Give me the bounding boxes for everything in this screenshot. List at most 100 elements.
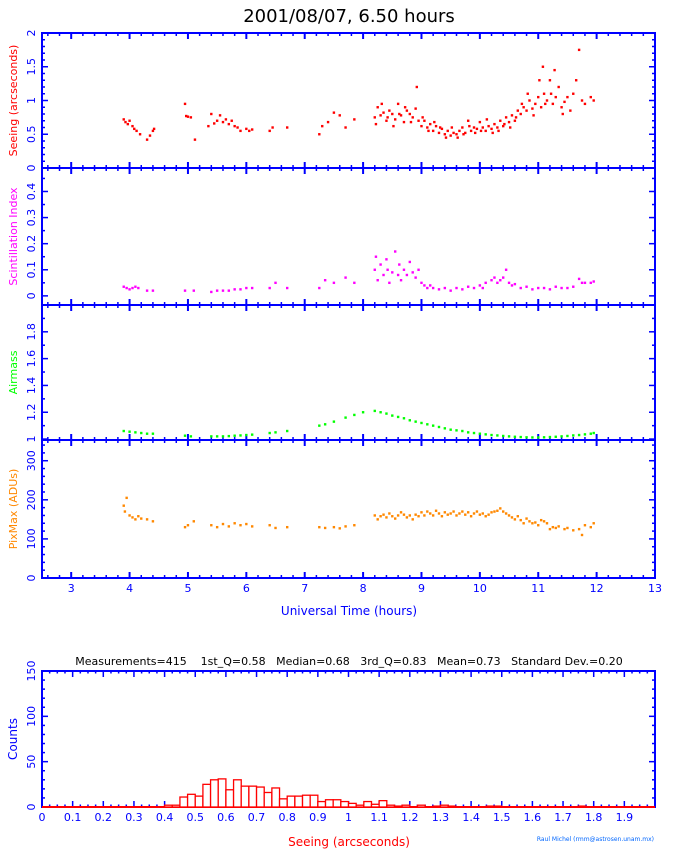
seeing-point: [490, 127, 493, 131]
pixmax-point: [507, 514, 511, 517]
scintillation-point: [382, 273, 385, 277]
scintillation-point: [496, 281, 499, 285]
scintillation-panel: 0 0.1 0.2 0.3 0.4 Scintillation Index: [7, 167, 656, 306]
scintillation-point: [353, 281, 356, 285]
seeing-point: [427, 129, 430, 133]
airmass-point: [274, 431, 277, 434]
pixmax-point: [528, 520, 531, 523]
histogram-bar: [301, 794, 311, 808]
seeing-point: [516, 109, 520, 112]
scintillation-point: [215, 289, 219, 292]
airmass-point: [210, 435, 213, 438]
x-tick-label: 0.1: [64, 811, 82, 824]
x-tick-label: 1.5: [493, 811, 511, 824]
scintillation-point: [554, 285, 557, 288]
scintillation-point: [192, 289, 195, 292]
y-tick-label: 100: [25, 706, 38, 727]
seeing-point: [583, 102, 587, 106]
seeing-point: [193, 138, 197, 141]
scintillation-point: [504, 268, 508, 271]
pixmax-point: [423, 514, 426, 517]
seeing-point: [484, 129, 487, 133]
airmass-point: [507, 435, 511, 438]
pixmax-point: [122, 504, 125, 507]
seeing-point: [551, 102, 555, 106]
pixmax-point: [123, 510, 127, 513]
x-tick-label: 0.8: [278, 811, 296, 824]
x-tick-label: 0.4: [156, 811, 174, 824]
airmass-point: [183, 434, 187, 437]
seeing-point: [526, 92, 529, 95]
y-tick-label: 0: [25, 575, 38, 582]
seeing-point: [321, 124, 324, 128]
histogram-bar: [317, 800, 327, 808]
seeing-point: [545, 99, 549, 102]
seeing-point: [580, 99, 584, 102]
histogram-x-label: Seeing (arcseconds): [288, 835, 410, 849]
airmass-point: [484, 433, 487, 436]
scintillation-point: [490, 279, 493, 282]
seeing-point: [138, 133, 142, 136]
scintillation-point: [318, 286, 321, 290]
seeing-point: [402, 120, 406, 124]
seeing-point: [373, 116, 376, 119]
seeing-point: [411, 116, 414, 119]
seeing-point: [563, 100, 566, 104]
seeing-point: [541, 65, 545, 68]
scintillation-point: [396, 273, 400, 277]
seeing-point: [376, 106, 379, 109]
pixmax-point: [437, 512, 441, 515]
airmass-point: [408, 419, 411, 422]
credit: Raul Michel (rmm@astrosen.unam.mx): [537, 836, 654, 843]
pixmax-point: [125, 496, 128, 500]
seeing-point: [245, 127, 248, 131]
scintillation-point: [423, 284, 426, 287]
scintillation-point: [481, 286, 484, 290]
seeing-point: [469, 129, 473, 133]
seeing-point: [332, 111, 336, 114]
histogram-bar: [401, 804, 411, 808]
seeing-point: [592, 99, 595, 102]
pixmax-point: [318, 525, 321, 529]
airmass-point: [437, 425, 441, 429]
x-tick-label: 5: [184, 582, 191, 595]
airmass-point: [502, 434, 505, 438]
x-tick-label: 0.7: [248, 811, 266, 824]
scintillation-point: [414, 276, 417, 279]
seeing-point: [250, 128, 254, 131]
pixmax-point: [461, 510, 464, 513]
scintillation-point: [510, 284, 514, 287]
pixmax-point: [382, 513, 385, 516]
y-tick-label: 50: [25, 755, 38, 769]
seeing-point: [388, 109, 391, 112]
seeing-point: [455, 133, 458, 136]
scintillation-point: [137, 286, 140, 290]
seeing-point: [271, 126, 274, 129]
airmass-point: [318, 424, 321, 427]
histogram-bar: [194, 795, 204, 808]
scintillation-point: [210, 290, 213, 294]
scintillation-point: [431, 286, 435, 290]
y-tick-label: 1.4: [25, 377, 38, 395]
scintillation-point: [566, 286, 569, 290]
seeing-point: [353, 118, 356, 121]
histogram-bar: [263, 791, 273, 808]
pixmax-point: [551, 525, 555, 529]
x-tick-label: 0.2: [95, 811, 113, 824]
scintillation-point: [323, 279, 327, 282]
pixmax-point: [478, 513, 482, 516]
scintillation-point: [420, 281, 423, 285]
seeing-point: [429, 122, 432, 126]
airmass-point: [490, 433, 493, 437]
scintillation-point: [537, 286, 540, 290]
seeing-point: [414, 107, 417, 110]
seeing-point: [405, 109, 409, 112]
seeing-point: [522, 106, 525, 109]
pixmax-point: [443, 511, 447, 514]
airmass-point: [443, 427, 447, 430]
seeing-point: [513, 119, 517, 122]
seeing-point: [394, 118, 397, 121]
scintillation-point: [461, 288, 464, 291]
y-tick-label: 0: [25, 804, 38, 811]
seeing-point: [458, 129, 461, 133]
